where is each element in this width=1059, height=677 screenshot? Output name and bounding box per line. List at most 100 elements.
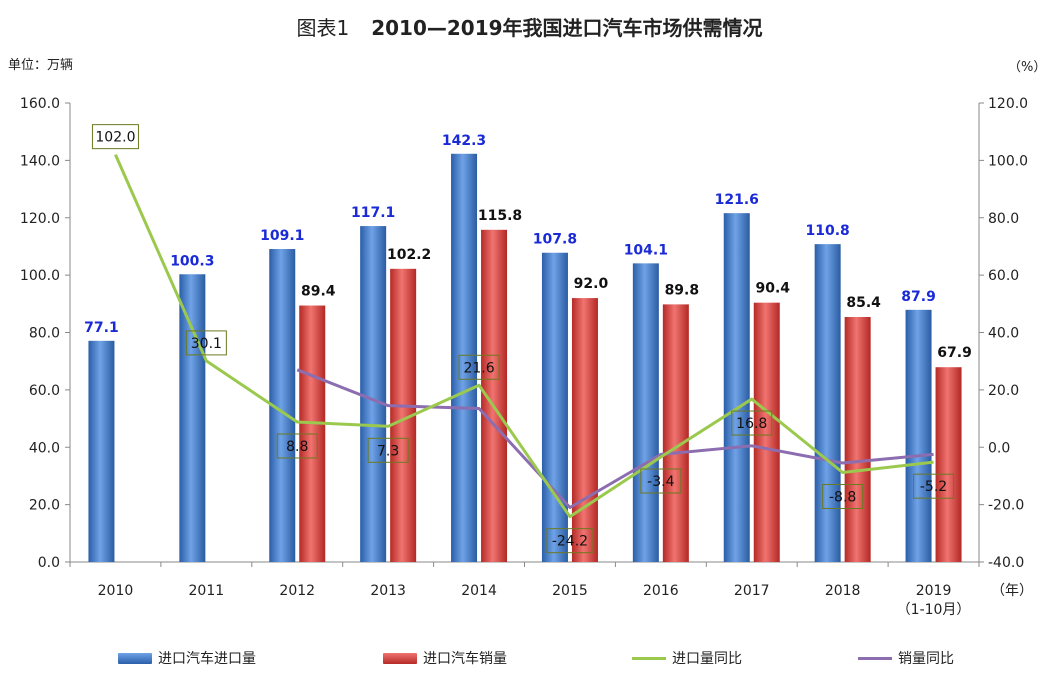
bar-import-value-label: 100.3 [170,253,214,269]
bar-sales [571,298,598,562]
left-tick-label: 20.0 [29,498,60,514]
import-yoy-value-label: -8.8 [829,489,856,505]
bar-import [88,340,115,562]
import-yoy-label-box [458,354,500,380]
bar-import [723,213,750,562]
x-axis-unit: （年） [991,583,1033,599]
x-tick-label: 2011 [189,583,225,599]
legend-sales-yoy-swatch [858,656,892,660]
bar-import-value-label: 87.9 [901,289,936,305]
x-sublabel: （1-10月） [897,602,971,618]
bar-sales-value-label: 102.2 [387,247,431,263]
bar-import-value-label: 107.8 [533,232,577,248]
legend-sales-yoy-label: 销量同比 [898,651,954,667]
bar-sales-value-label: 92.0 [574,276,609,292]
x-tick-label: 2012 [279,583,315,599]
bar-import-value-label: 77.1 [84,320,119,336]
bar-import [632,263,659,562]
right-axis-unit: （%） [1008,60,1047,75]
bar-import [541,252,568,562]
legend-sales-swatch [383,652,417,664]
x-tick-label: 2018 [825,583,861,599]
bar-import-value-label: 104.1 [624,242,668,258]
import-yoy-label-box [822,483,864,509]
legend-sales-yoy: 销量同比 [858,648,954,668]
legend-import-label: 进口汽车进口量 [158,651,256,667]
right-tick-label: 40.0 [988,326,1019,342]
bar-sales-value-label: 85.4 [846,295,881,311]
legend-import-swatch [118,652,152,664]
right-tick-label: 20.0 [988,383,1019,399]
left-axis-unit: 单位：万辆 [8,58,74,73]
bar-import [179,274,206,562]
legend-import-yoy-swatch [632,656,666,660]
import-yoy-label-box [546,528,594,554]
left-tick-label: 140.0 [20,153,60,169]
x-tick-label: 2017 [734,583,770,599]
left-tick-label: 120.0 [20,211,60,227]
bar-sales-value-label: 89.4 [301,284,336,300]
bar-import [451,153,478,563]
import-yoy-label-box [913,473,955,499]
import-yoy-value-label: 7.3 [377,443,399,459]
bar-sales-value-label: 115.8 [478,208,522,224]
import-yoy-value-label: 8.8 [286,439,308,455]
bar-sales [935,367,962,562]
import-yoy-value-label: -24.2 [552,534,588,550]
left-tick-label: 40.0 [29,440,60,456]
bar-sales [662,304,689,562]
right-tick-label: 0.0 [988,440,1010,456]
left-tick-label: 80.0 [29,326,60,342]
legend-import-yoy-label: 进口量同比 [672,651,742,667]
right-tick-label: 80.0 [988,211,1019,227]
bar-sales-value-label: 90.4 [755,281,790,297]
right-tick-label: -40.0 [988,555,1024,571]
import-yoy-label-box [276,433,318,459]
bar-import [814,244,841,562]
import-yoy-value-label: 16.8 [736,416,767,432]
import-yoy-label-box [731,410,773,436]
right-tick-label: -20.0 [988,498,1024,514]
bar-import-value-label: 142.3 [442,133,486,149]
bar-import-value-label: 109.1 [260,228,304,244]
right-tick-label: 120.0 [988,96,1028,112]
legend-import: 进口汽车进口量 [118,648,256,668]
bar-sales [844,317,871,562]
chart-title: 图表1 2010—2019年我国进口汽车市场供需情况 [0,12,1059,41]
x-tick-label: 2014 [461,583,497,599]
import-yoy-value-label: -3.4 [647,474,674,490]
bar-import-value-label: 121.6 [715,192,759,208]
import-yoy-value-label: 21.6 [463,360,494,376]
legend-sales: 进口汽车销量 [383,648,507,668]
bar-sales [753,302,780,562]
left-tick-label: 60.0 [29,383,60,399]
x-tick-label: 2016 [643,583,679,599]
line-import-yoy [114,154,934,519]
import-yoy-value-label: -5.2 [920,479,947,495]
import-yoy-value-label: 30.1 [191,336,222,352]
left-tick-label: 160.0 [20,96,60,112]
legend-sales-label: 进口汽车销量 [423,651,507,667]
x-tick-label: 2015 [552,583,588,599]
import-yoy-label-box [91,124,139,150]
bar-sales-value-label: 89.8 [665,282,700,298]
bar-import-value-label: 110.8 [806,223,850,239]
title-prefix: 图表1 [296,16,350,40]
right-tick-label: 100.0 [988,153,1028,169]
x-tick-label: 2013 [370,583,406,599]
bar-sales-value-label: 67.9 [937,345,972,361]
left-tick-label: 100.0 [20,268,60,284]
bar-import [360,226,387,562]
import-yoy-value-label: 102.0 [95,130,135,146]
right-tick-label: 60.0 [988,268,1019,284]
title-main: 2010—2019年我国进口汽车市场供需情况 [371,16,763,40]
left-tick-label: 0.0 [38,555,60,571]
import-yoy-label-box [640,468,682,494]
bar-import-value-label: 117.1 [351,205,395,221]
x-tick-label: 2010 [98,583,134,599]
import-yoy-label-box [367,437,409,463]
x-tick-label: 2019 [916,583,952,599]
legend-import-yoy: 进口量同比 [632,648,742,668]
import-yoy-label-box [185,330,227,356]
